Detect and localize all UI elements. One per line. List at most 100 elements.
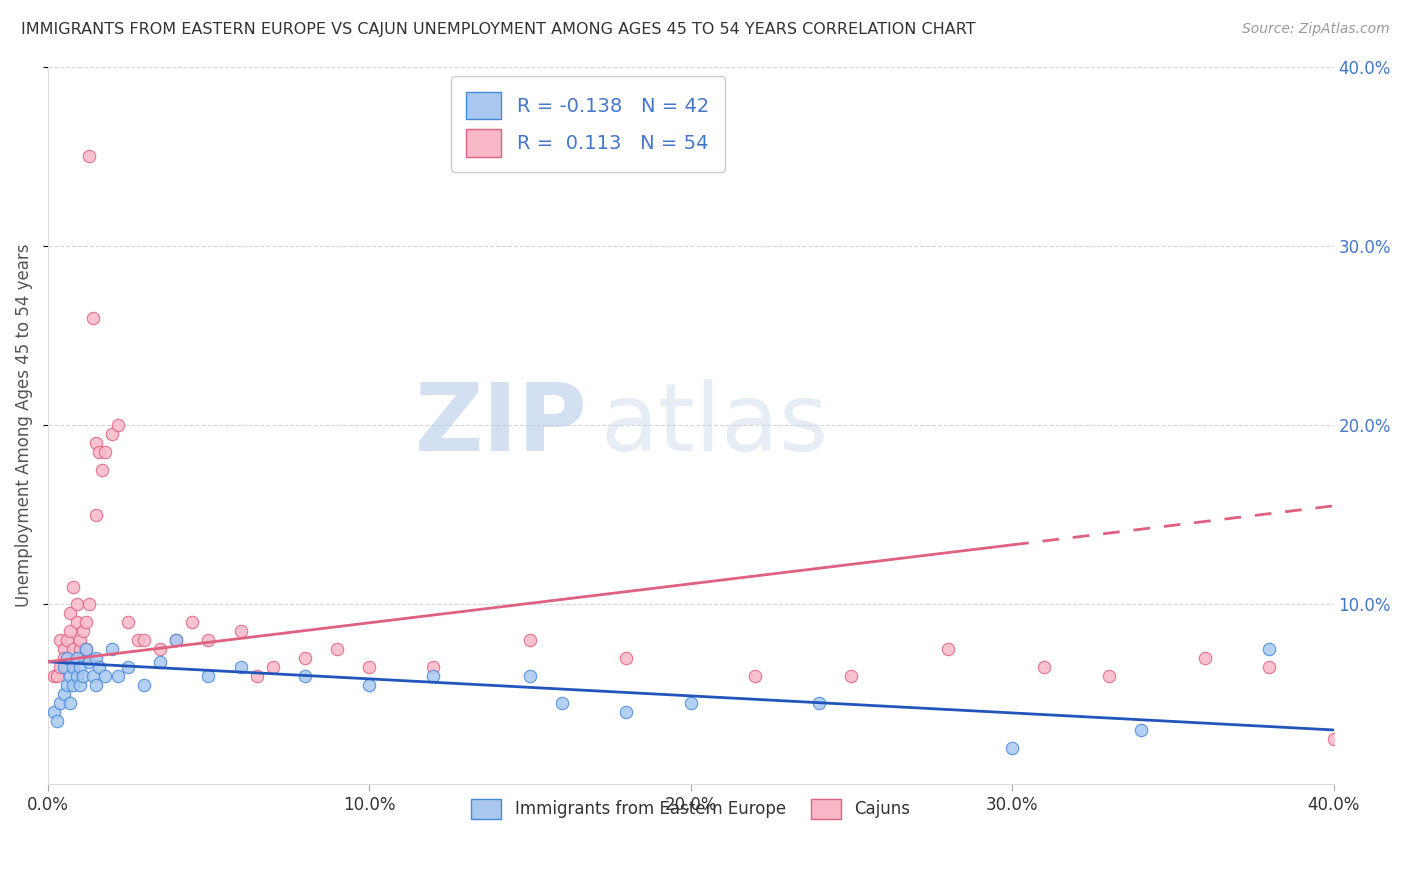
Point	[1194, 651, 1216, 665]
Point	[42, 705, 65, 719]
Point	[326, 642, 349, 657]
Point	[52, 642, 75, 657]
Point	[91, 463, 114, 477]
Point	[744, 669, 766, 683]
Point	[79, 598, 101, 612]
Point	[107, 418, 129, 433]
Point	[422, 660, 444, 674]
Point	[679, 696, 702, 710]
Point	[84, 436, 107, 450]
Point	[59, 696, 82, 710]
Point	[75, 642, 97, 657]
Point	[62, 642, 84, 657]
Point	[149, 642, 172, 657]
Point	[62, 678, 84, 692]
Point	[87, 445, 110, 459]
Point	[101, 642, 124, 657]
Point	[245, 669, 267, 683]
Point	[65, 651, 87, 665]
Point	[79, 149, 101, 163]
Point	[94, 445, 117, 459]
Point	[614, 705, 637, 719]
Point	[46, 669, 69, 683]
Point	[62, 660, 84, 674]
Point	[62, 580, 84, 594]
Point	[936, 642, 959, 657]
Point	[69, 660, 91, 674]
Point	[519, 669, 541, 683]
Point	[69, 678, 91, 692]
Point	[72, 651, 94, 665]
Point	[75, 615, 97, 630]
Point	[82, 669, 104, 683]
Point	[56, 678, 79, 692]
Point	[84, 651, 107, 665]
Point	[132, 633, 155, 648]
Point	[614, 651, 637, 665]
Point	[49, 633, 72, 648]
Point	[117, 660, 139, 674]
Point	[49, 660, 72, 674]
Point	[1033, 660, 1056, 674]
Point	[262, 660, 284, 674]
Point	[117, 615, 139, 630]
Point	[59, 607, 82, 621]
Point	[197, 633, 219, 648]
Text: IMMIGRANTS FROM EASTERN EUROPE VS CAJUN UNEMPLOYMENT AMONG AGES 45 TO 54 YEARS C: IMMIGRANTS FROM EASTERN EUROPE VS CAJUN …	[21, 22, 976, 37]
Point	[42, 669, 65, 683]
Point	[79, 655, 101, 669]
Point	[551, 696, 574, 710]
Point	[56, 660, 79, 674]
Point	[46, 714, 69, 728]
Point	[65, 598, 87, 612]
Point	[519, 633, 541, 648]
Point	[59, 669, 82, 683]
Point	[87, 660, 110, 674]
Point	[1323, 731, 1346, 746]
Y-axis label: Unemployment Among Ages 45 to 54 years: Unemployment Among Ages 45 to 54 years	[15, 244, 32, 607]
Text: Source: ZipAtlas.com: Source: ZipAtlas.com	[1241, 22, 1389, 37]
Point	[65, 669, 87, 683]
Text: atlas: atlas	[600, 379, 830, 471]
Point	[165, 633, 187, 648]
Point	[52, 651, 75, 665]
Point	[1129, 723, 1152, 737]
Point	[149, 655, 172, 669]
Point	[127, 633, 149, 648]
Point	[229, 624, 252, 639]
Point	[72, 669, 94, 683]
Point	[94, 669, 117, 683]
Point	[75, 642, 97, 657]
Point	[69, 642, 91, 657]
Point	[1258, 660, 1281, 674]
Point	[841, 669, 863, 683]
Point	[294, 651, 316, 665]
Point	[181, 615, 204, 630]
Point	[1097, 669, 1119, 683]
Legend: Immigrants from Eastern Europe, Cajuns: Immigrants from Eastern Europe, Cajuns	[464, 792, 917, 826]
Point	[84, 508, 107, 522]
Point	[69, 633, 91, 648]
Point	[49, 696, 72, 710]
Point	[101, 427, 124, 442]
Point	[82, 310, 104, 325]
Text: ZIP: ZIP	[415, 379, 588, 471]
Point	[107, 669, 129, 683]
Point	[197, 669, 219, 683]
Point	[56, 651, 79, 665]
Point	[808, 696, 831, 710]
Point	[229, 660, 252, 674]
Point	[65, 615, 87, 630]
Point	[72, 624, 94, 639]
Point	[59, 624, 82, 639]
Point	[359, 678, 381, 692]
Point	[294, 669, 316, 683]
Point	[422, 669, 444, 683]
Point	[56, 633, 79, 648]
Point	[1258, 642, 1281, 657]
Point	[359, 660, 381, 674]
Point	[84, 678, 107, 692]
Point	[132, 678, 155, 692]
Point	[165, 633, 187, 648]
Point	[52, 687, 75, 701]
